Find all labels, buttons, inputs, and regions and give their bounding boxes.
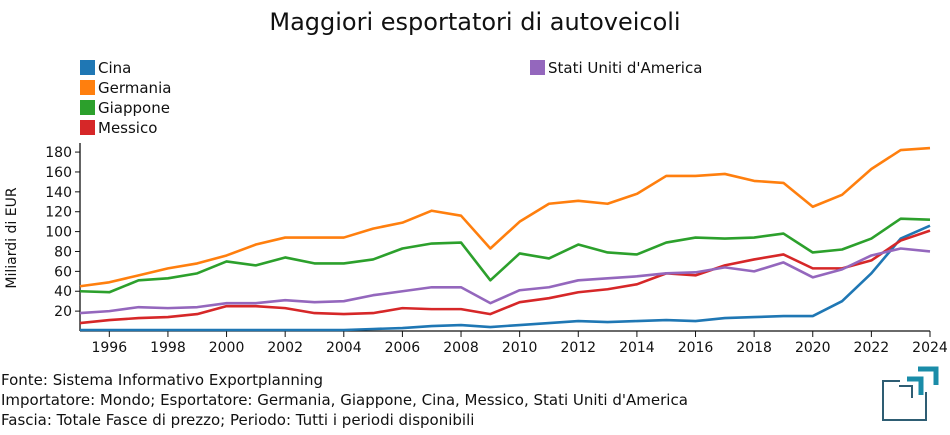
y-tick-label: 180 (45, 145, 72, 161)
y-tick-label: 20 (54, 304, 72, 320)
footer-range: Fascia: Totale Fasce di prezzo; Periodo:… (1, 411, 475, 429)
axes: 20 40 60 80 100 120 140 160 180 1996 1998 2000 2002 2… (45, 143, 948, 356)
exportplanning-logo (882, 366, 939, 421)
legend-swatch (80, 120, 95, 135)
x-tick-label: 2024 (912, 340, 948, 356)
legend-label: Messico (98, 119, 157, 137)
series-line-stati-uniti-d-america (79, 247, 931, 315)
y-axis-label: Miliardi di EUR (4, 187, 20, 288)
legend: Cina Germania Giappone Messico Stati Uniti d… (80, 59, 702, 137)
x-tick-label: 1996 (91, 340, 127, 356)
x-tick-label: 2004 (326, 340, 362, 356)
x-tick-label: 2010 (502, 340, 538, 356)
footer-importer: Importatore: Mondo; Esportatore: Germani… (1, 391, 688, 409)
y-tick-label: 140 (45, 185, 72, 201)
y-tick-label: 120 (45, 205, 72, 221)
x-tick-label: 2002 (267, 340, 303, 356)
y-tick-label: 40 (54, 284, 72, 300)
legend-swatch (80, 80, 95, 95)
x-tick-label: 2020 (795, 340, 831, 356)
legend-swatch (80, 100, 95, 115)
x-tick-label: 2022 (854, 340, 890, 356)
y-tick-label: 160 (45, 165, 72, 181)
series-line-giappone (79, 217, 931, 294)
legend-label: Germania (98, 79, 171, 97)
x-tick-label: 2000 (209, 340, 245, 356)
x-tick-label: 1998 (150, 340, 186, 356)
series-line-germania (79, 146, 931, 288)
chart-title: Maggiori esportatori di autoveicoli (269, 8, 680, 36)
legend-swatch (530, 60, 545, 75)
series-line-messico (79, 229, 931, 325)
y-tick-label: 80 (54, 244, 72, 260)
legend-label: Cina (98, 59, 131, 77)
footer-source: Fonte: Sistema Informativo Exportplannin… (1, 371, 324, 389)
x-tick-label: 2016 (678, 340, 714, 356)
series-lines (79, 146, 931, 332)
y-tick-label: 60 (54, 264, 72, 280)
x-tick-label: 2014 (619, 340, 655, 356)
x-tick-label: 2008 (443, 340, 479, 356)
x-tick-label: 2012 (560, 340, 596, 356)
x-tick-label: 2006 (385, 340, 421, 356)
legend-label: Giappone (98, 99, 170, 117)
y-tick-label: 100 (45, 225, 72, 241)
series-line-cina (80, 224, 931, 332)
legend-label: Stati Uniti d'America (548, 59, 702, 77)
x-tick-label: 2018 (736, 340, 772, 356)
legend-swatch (80, 60, 95, 75)
